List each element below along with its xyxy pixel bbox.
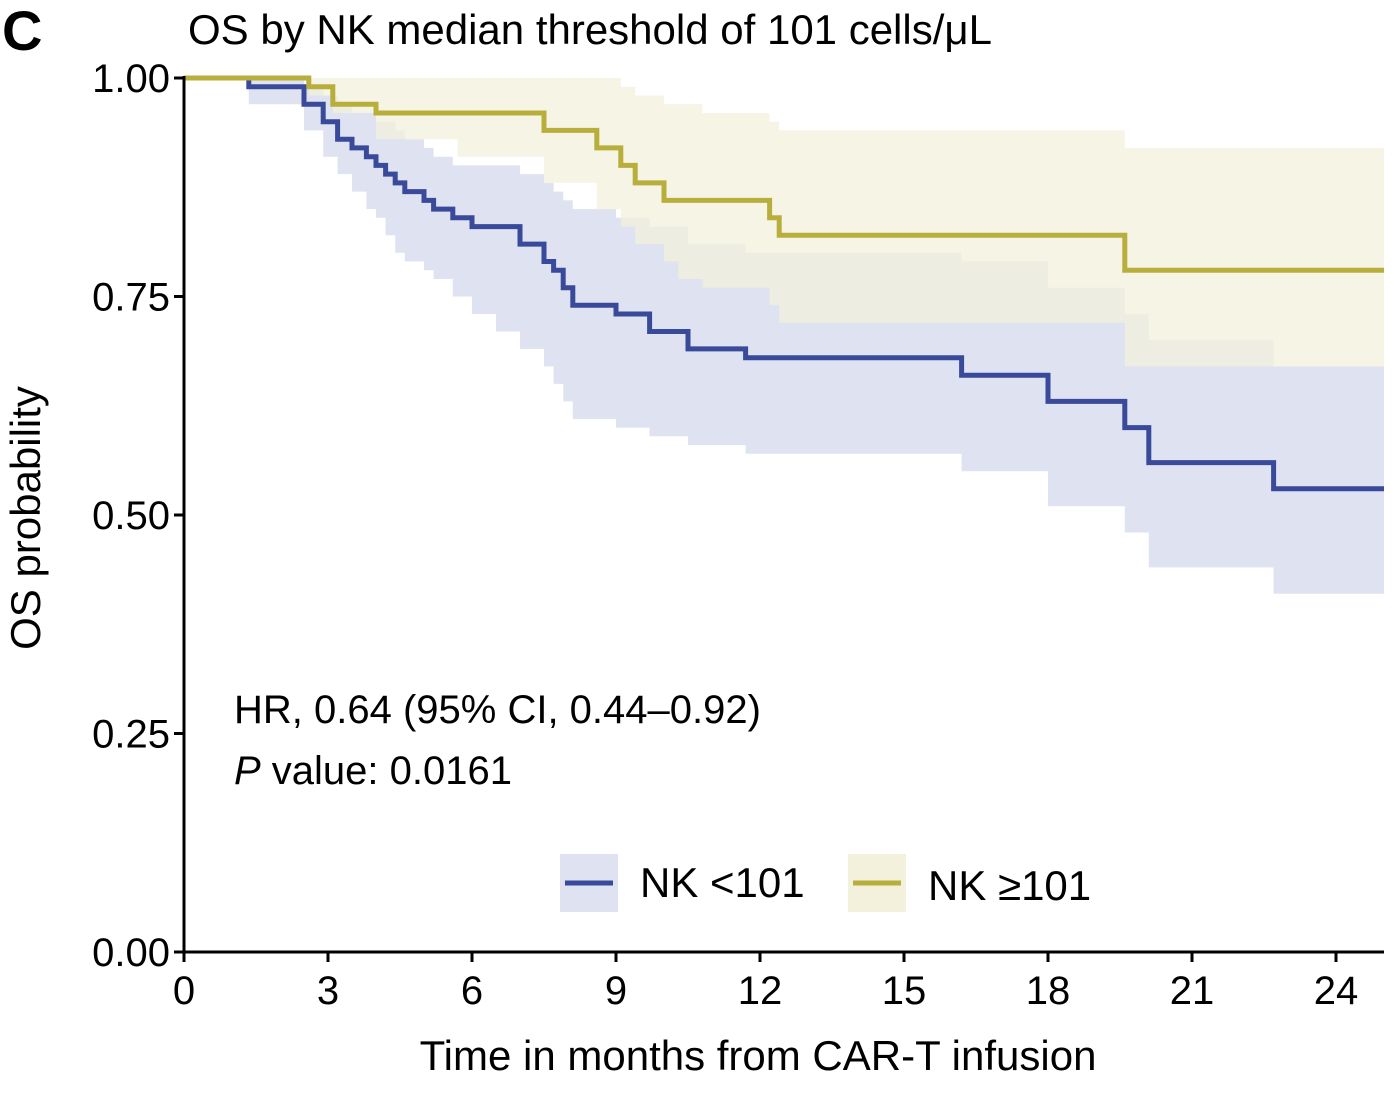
x-tick-label: 6 (461, 969, 483, 1013)
x-tick-label: 24 (1314, 969, 1359, 1013)
curve-nk-low (184, 75, 1384, 492)
x-axis-label: Time in months from CAR-T infusion (420, 1032, 1097, 1079)
y-tick-label: 1.00 (92, 57, 170, 101)
x-tick-label: 0 (173, 969, 195, 1013)
x-tick-label: 15 (882, 969, 927, 1013)
curve-nk-high (184, 75, 1384, 273)
legend-label-nk-low: NK <101 (640, 859, 805, 906)
y-tick-label: 0.00 (92, 931, 170, 975)
x-tick-label: 12 (738, 969, 783, 1013)
x-ticks: 0 3 6 9 12 15 18 21 24 (173, 952, 1358, 1013)
p-value-rest: value: 0.0161 (261, 749, 512, 793)
legend-label-nk-high: NK ≥101 (928, 862, 1091, 909)
hazard-ratio-text: HR, 0.64 (95% CI, 0.44–0.92) (234, 688, 761, 732)
chart-title: OS by NK median threshold of 101 cells/μ… (188, 6, 992, 53)
y-ticks: 0.00 0.25 0.50 0.75 1.00 (92, 57, 184, 975)
ci-band-nk-low (184, 78, 1384, 594)
ci-bands (184, 78, 1384, 594)
ci-band-nk-high (184, 78, 1384, 367)
x-tick-label: 18 (1026, 969, 1071, 1013)
x-tick-label: 3 (317, 969, 339, 1013)
y-axis-label: OS probability (2, 386, 49, 650)
p-value-text: P value: 0.0161 (234, 749, 512, 793)
y-tick-label: 0.50 (92, 494, 170, 538)
x-tick-label: 9 (605, 969, 627, 1013)
y-tick-label: 0.25 (92, 713, 170, 757)
survival-curves (184, 75, 1384, 492)
p-value-symbol: P (234, 749, 261, 793)
y-tick-label: 0.75 (92, 276, 170, 320)
panel-label: C (2, 0, 42, 62)
x-tick-label: 21 (1170, 969, 1215, 1013)
legend: NK <101 NK ≥101 (560, 854, 1091, 912)
